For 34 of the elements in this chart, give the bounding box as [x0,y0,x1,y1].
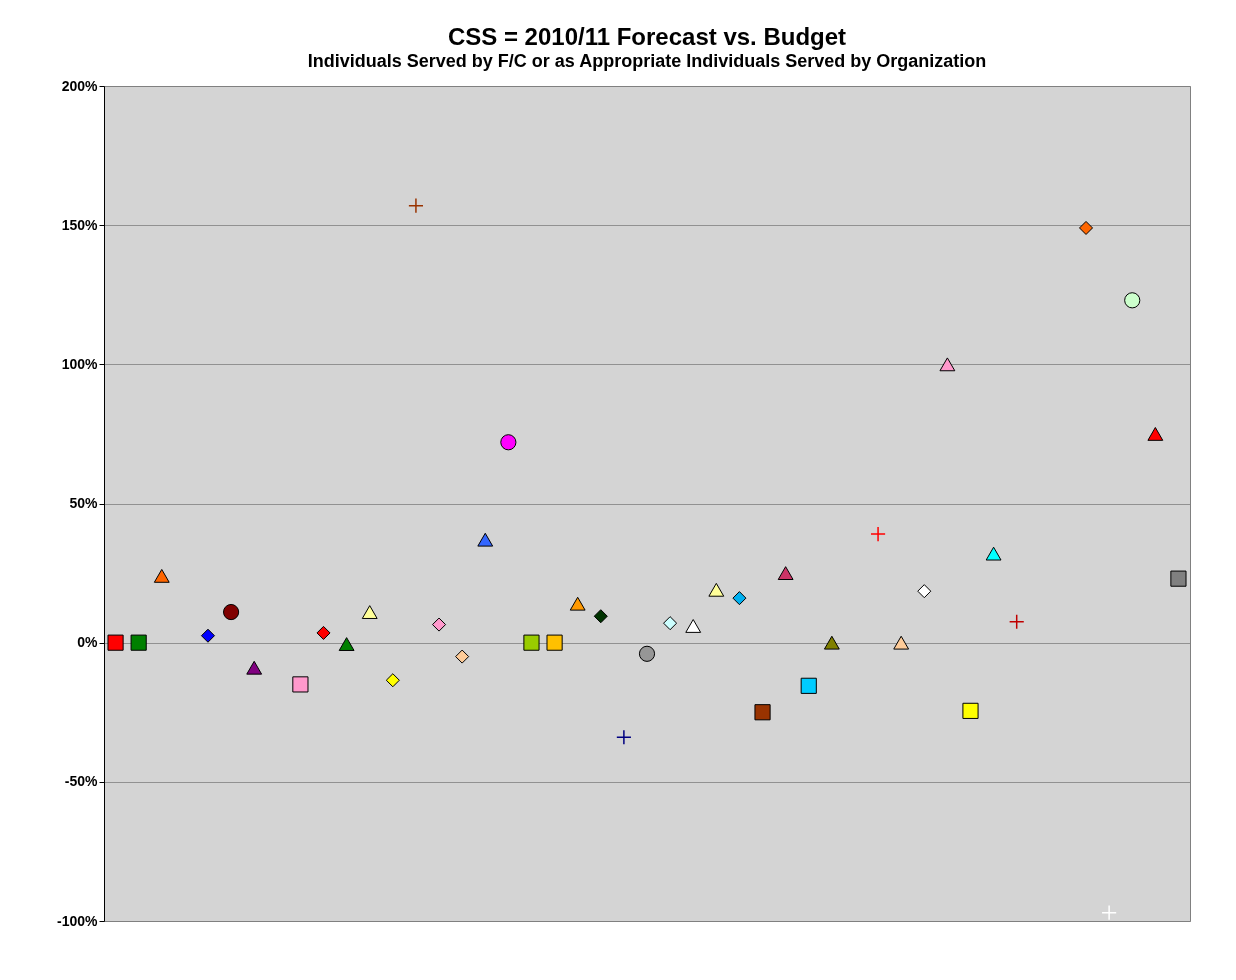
chart-title: CSS = 2010/11 Forecast vs. Budget [447,23,847,50]
y-tick-label: 100% [61,355,99,372]
point [1008,613,1025,630]
y-tick-label: -100% [57,912,99,929]
y-tick-label: 150% [61,216,99,233]
point [1170,570,1187,587]
point [616,729,632,746]
y-tick-label: -50% [64,773,99,790]
point [546,634,563,651]
point [708,582,725,597]
point [777,566,794,581]
y-tick-label: 50% [69,495,99,511]
point [732,591,747,606]
point [500,434,517,451]
point [1124,292,1141,309]
y-tick-label: 0% [77,634,99,651]
point [593,609,608,624]
point [477,532,494,547]
point [823,635,840,650]
point [361,605,378,619]
point [569,596,586,611]
point [200,628,215,643]
point [638,645,656,662]
point [130,634,147,651]
point [455,649,470,664]
point [1079,220,1094,235]
point [523,634,540,651]
point [223,603,240,621]
y-tick-label: 200% [61,77,99,94]
point [663,616,678,631]
point [985,546,1002,561]
chart-subtitle: Individuals Served by F/C or as Appropriate Individuals Served by Organization [307,51,987,71]
point [800,677,817,694]
point [246,660,263,675]
